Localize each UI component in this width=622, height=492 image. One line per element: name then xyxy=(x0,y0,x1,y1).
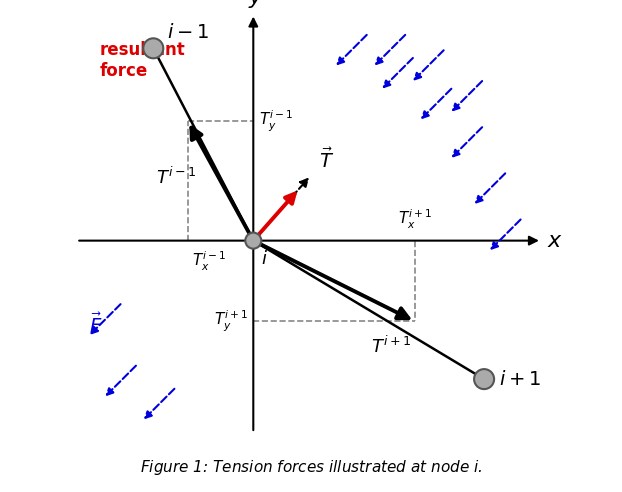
Text: $T^{i-1}$: $T^{i-1}$ xyxy=(156,167,196,188)
Text: $\vec{F}$: $\vec{F}$ xyxy=(89,313,103,338)
Text: resultant
force: resultant force xyxy=(100,41,185,80)
Text: $T^{i+1}$: $T^{i+1}$ xyxy=(371,335,411,357)
Text: $\vec{T}$: $\vec{T}$ xyxy=(318,148,334,172)
Text: $T_x^{i+1}$: $T_x^{i+1}$ xyxy=(397,208,432,231)
Text: $y$: $y$ xyxy=(248,0,264,10)
Text: $T_x^{i-1}$: $T_x^{i-1}$ xyxy=(192,250,226,273)
Circle shape xyxy=(143,38,164,59)
Text: Figure 1: Tension forces illustrated at node $i$.: Figure 1: Tension forces illustrated at … xyxy=(140,458,482,477)
Text: $i-1$: $i-1$ xyxy=(167,23,209,42)
Circle shape xyxy=(245,233,261,248)
Text: $i+1$: $i+1$ xyxy=(499,369,542,389)
Text: $i$: $i$ xyxy=(261,250,268,268)
Circle shape xyxy=(474,369,494,389)
Text: $x$: $x$ xyxy=(547,231,563,250)
Text: $T_y^{i+1}$: $T_y^{i+1}$ xyxy=(214,309,248,334)
Text: $T_y^{i-1}$: $T_y^{i-1}$ xyxy=(259,109,293,134)
